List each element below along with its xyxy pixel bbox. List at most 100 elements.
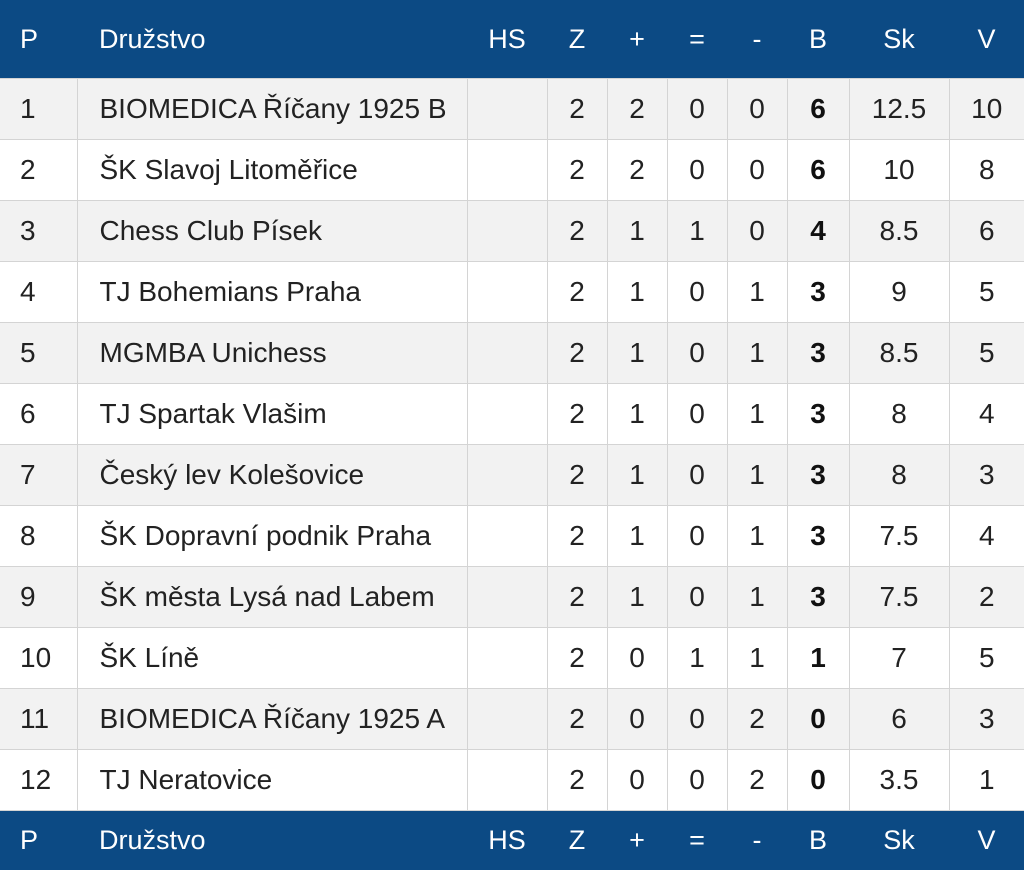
cell-team: TJ Spartak Vlašim (77, 384, 467, 445)
cell-hs (467, 79, 547, 140)
cell-points: 3 (787, 445, 849, 506)
cell-team: TJ Bohemians Praha (77, 262, 467, 323)
cell-score: 7.5 (849, 506, 949, 567)
cell-team: BIOMEDICA Říčany 1925 B (77, 79, 467, 140)
header-points: B (787, 0, 849, 79)
table-footer: P Družstvo HS Z + = - B Sk V (0, 811, 1024, 870)
cell-points: 3 (787, 323, 849, 384)
cell-losses: 1 (727, 567, 787, 628)
cell-wins: 0 (607, 750, 667, 811)
cell-draws: 0 (667, 445, 727, 506)
cell-points: 3 (787, 567, 849, 628)
cell-points: 6 (787, 79, 849, 140)
cell-wins: 1 (607, 445, 667, 506)
cell-draws: 0 (667, 140, 727, 201)
footer-hs: HS (467, 811, 547, 870)
cell-matches: 2 (547, 689, 607, 750)
cell-position: 4 (0, 262, 77, 323)
cell-team: ŠK Slavoj Litoměřice (77, 140, 467, 201)
cell-wins: 1 (607, 323, 667, 384)
cell-position: 5 (0, 323, 77, 384)
cell-losses: 2 (727, 750, 787, 811)
cell-position: 10 (0, 628, 77, 689)
cell-score: 7 (849, 628, 949, 689)
cell-v: 4 (949, 384, 1024, 445)
cell-team: ŠK města Lysá nad Labem (77, 567, 467, 628)
cell-v: 5 (949, 628, 1024, 689)
cell-wins: 1 (607, 384, 667, 445)
header-hs: HS (467, 0, 547, 79)
cell-v: 2 (949, 567, 1024, 628)
cell-v: 3 (949, 689, 1024, 750)
cell-matches: 2 (547, 628, 607, 689)
cell-position: 11 (0, 689, 77, 750)
cell-losses: 0 (727, 201, 787, 262)
cell-score: 9 (849, 262, 949, 323)
cell-points: 3 (787, 384, 849, 445)
cell-wins: 1 (607, 201, 667, 262)
footer-draws: = (667, 811, 727, 870)
header-score: Sk (849, 0, 949, 79)
cell-draws: 1 (667, 628, 727, 689)
cell-wins: 1 (607, 262, 667, 323)
table-header: P Družstvo HS Z + = - B Sk V (0, 0, 1024, 79)
cell-score: 8.5 (849, 201, 949, 262)
cell-position: 1 (0, 79, 77, 140)
cell-draws: 0 (667, 750, 727, 811)
cell-matches: 2 (547, 506, 607, 567)
cell-draws: 0 (667, 506, 727, 567)
cell-score: 8 (849, 445, 949, 506)
footer-points: B (787, 811, 849, 870)
cell-team: Český lev Kolešovice (77, 445, 467, 506)
cell-wins: 0 (607, 628, 667, 689)
cell-v: 6 (949, 201, 1024, 262)
cell-matches: 2 (547, 201, 607, 262)
footer-matches: Z (547, 811, 607, 870)
cell-score: 8 (849, 384, 949, 445)
cell-matches: 2 (547, 567, 607, 628)
cell-position: 7 (0, 445, 77, 506)
cell-hs (467, 567, 547, 628)
cell-hs (467, 262, 547, 323)
cell-draws: 0 (667, 262, 727, 323)
cell-losses: 1 (727, 262, 787, 323)
cell-points: 0 (787, 750, 849, 811)
cell-score: 6 (849, 689, 949, 750)
cell-matches: 2 (547, 262, 607, 323)
header-losses: - (727, 0, 787, 79)
cell-hs (467, 140, 547, 201)
cell-losses: 1 (727, 506, 787, 567)
cell-points: 0 (787, 689, 849, 750)
cell-team: Chess Club Písek (77, 201, 467, 262)
cell-score: 8.5 (849, 323, 949, 384)
cell-draws: 0 (667, 79, 727, 140)
cell-team: BIOMEDICA Říčany 1925 A (77, 689, 467, 750)
cell-matches: 2 (547, 140, 607, 201)
cell-hs (467, 201, 547, 262)
cell-points: 6 (787, 140, 849, 201)
cell-draws: 1 (667, 201, 727, 262)
footer-v: V (949, 811, 1024, 870)
cell-points: 1 (787, 628, 849, 689)
cell-matches: 2 (547, 750, 607, 811)
cell-team: ŠK Dopravní podnik Praha (77, 506, 467, 567)
cell-v: 5 (949, 262, 1024, 323)
footer-position: P (0, 811, 77, 870)
cell-score: 7.5 (849, 567, 949, 628)
cell-draws: 0 (667, 567, 727, 628)
cell-points: 3 (787, 506, 849, 567)
cell-team: MGMBA Unichess (77, 323, 467, 384)
cell-hs (467, 384, 547, 445)
cell-position: 2 (0, 140, 77, 201)
cell-v: 3 (949, 445, 1024, 506)
cell-score: 12.5 (849, 79, 949, 140)
cell-matches: 2 (547, 384, 607, 445)
cell-losses: 2 (727, 689, 787, 750)
